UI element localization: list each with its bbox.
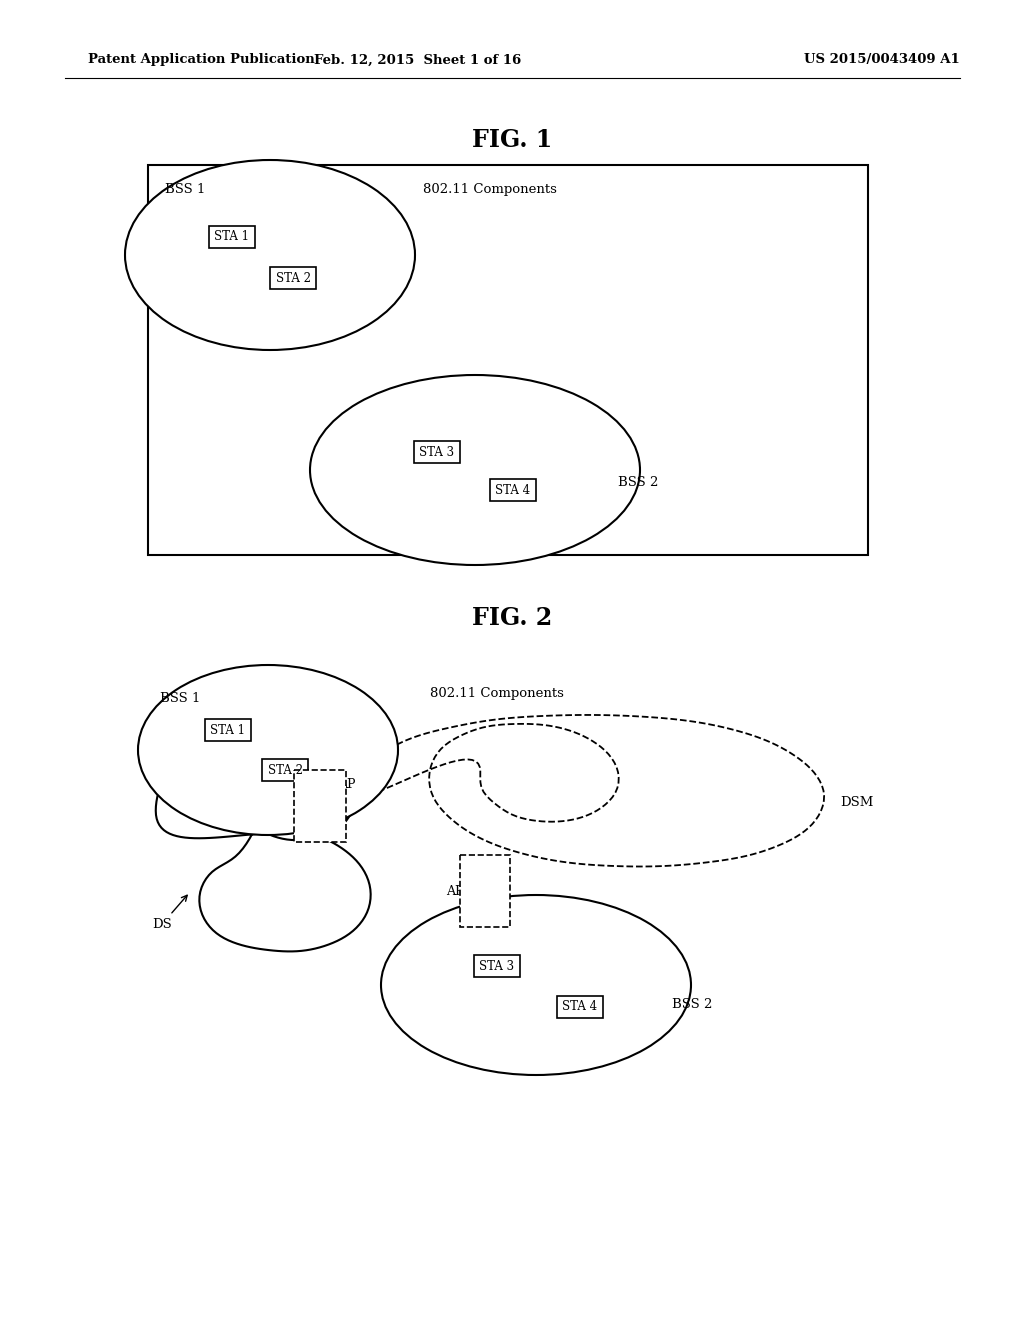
Text: STA 1: STA 1: [214, 231, 250, 243]
Text: DS: DS: [152, 917, 172, 931]
Text: FIG. 1: FIG. 1: [472, 128, 552, 152]
Ellipse shape: [381, 895, 691, 1074]
Ellipse shape: [310, 375, 640, 565]
Bar: [460, 855, 510, 927]
Bar: [294, 770, 346, 842]
Text: DSM: DSM: [840, 796, 873, 808]
Text: AP: AP: [446, 884, 464, 898]
Bar: [557, 997, 603, 1018]
Text: STA 4: STA 4: [496, 483, 530, 496]
Bar: [414, 441, 460, 463]
Text: BSS 2: BSS 2: [618, 477, 658, 490]
Text: STA 2: STA 2: [267, 763, 302, 776]
Text: US 2015/0043409 A1: US 2015/0043409 A1: [804, 54, 961, 66]
Text: 802.11 Components: 802.11 Components: [423, 183, 557, 195]
Ellipse shape: [138, 665, 398, 836]
Text: STA 3: STA 3: [479, 960, 515, 973]
Bar: [262, 759, 308, 781]
Text: STA 4: STA 4: [562, 1001, 598, 1014]
Text: STA 3: STA 3: [420, 446, 455, 458]
Ellipse shape: [125, 160, 415, 350]
Text: FIG. 2: FIG. 2: [472, 606, 552, 630]
Text: STA 2: STA 2: [275, 272, 310, 285]
Bar: [205, 719, 251, 741]
Text: BSS 1: BSS 1: [160, 692, 201, 705]
Bar: [474, 954, 520, 977]
Text: Feb. 12, 2015  Sheet 1 of 16: Feb. 12, 2015 Sheet 1 of 16: [314, 54, 521, 66]
Text: Patent Application Publication: Patent Application Publication: [88, 54, 314, 66]
Bar: [209, 226, 255, 248]
Bar: [490, 479, 536, 502]
Text: BSS 2: BSS 2: [672, 998, 713, 1011]
Bar: [148, 165, 868, 554]
Bar: [270, 267, 316, 289]
Text: STA 1: STA 1: [211, 723, 246, 737]
Text: 802.11 Components: 802.11 Components: [430, 686, 564, 700]
Text: AP: AP: [338, 777, 355, 791]
Text: BSS 1: BSS 1: [165, 183, 206, 195]
